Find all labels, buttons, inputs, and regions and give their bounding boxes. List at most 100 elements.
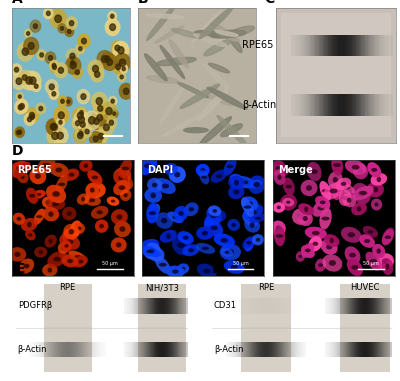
Bar xyxy=(256,298,257,314)
Circle shape xyxy=(52,65,56,69)
Bar xyxy=(230,298,231,314)
Bar xyxy=(189,341,190,357)
Ellipse shape xyxy=(320,200,326,204)
Bar xyxy=(249,341,250,357)
Bar xyxy=(239,341,240,357)
Bar xyxy=(158,298,159,314)
Circle shape xyxy=(49,84,54,90)
Circle shape xyxy=(14,128,23,138)
Circle shape xyxy=(18,130,22,134)
Ellipse shape xyxy=(338,182,355,194)
Ellipse shape xyxy=(228,185,244,199)
Bar xyxy=(135,298,136,314)
Ellipse shape xyxy=(301,245,315,258)
Bar xyxy=(313,94,314,116)
Bar xyxy=(245,298,246,314)
Ellipse shape xyxy=(370,173,387,186)
Bar xyxy=(388,341,389,357)
Bar xyxy=(373,35,374,56)
Ellipse shape xyxy=(254,217,261,220)
Bar xyxy=(278,341,279,357)
Bar xyxy=(310,94,311,116)
Ellipse shape xyxy=(312,231,320,235)
Bar xyxy=(373,341,374,357)
Bar xyxy=(362,35,364,56)
Ellipse shape xyxy=(331,155,343,176)
Bar xyxy=(366,341,367,357)
Bar xyxy=(277,341,278,357)
Circle shape xyxy=(98,106,103,111)
Bar xyxy=(392,35,393,56)
Bar xyxy=(378,341,379,357)
Bar xyxy=(329,298,330,314)
Ellipse shape xyxy=(203,269,210,273)
Ellipse shape xyxy=(67,259,73,263)
Bar xyxy=(152,341,153,357)
Circle shape xyxy=(48,56,52,60)
Circle shape xyxy=(16,93,23,101)
Ellipse shape xyxy=(286,201,290,204)
Circle shape xyxy=(26,77,32,84)
Ellipse shape xyxy=(192,11,221,43)
Bar xyxy=(234,298,235,314)
Bar xyxy=(232,298,233,314)
Bar xyxy=(292,35,294,56)
Bar xyxy=(34,341,35,357)
Bar xyxy=(360,94,361,116)
Ellipse shape xyxy=(184,128,208,133)
Bar xyxy=(190,298,191,314)
Ellipse shape xyxy=(36,215,42,218)
Bar xyxy=(380,94,382,116)
Ellipse shape xyxy=(204,39,231,56)
Bar xyxy=(234,341,235,357)
Circle shape xyxy=(16,78,22,85)
Bar xyxy=(301,341,302,357)
Bar xyxy=(235,298,236,314)
Bar xyxy=(180,341,181,357)
Bar xyxy=(376,94,378,116)
Bar xyxy=(332,94,333,116)
Circle shape xyxy=(81,94,86,99)
Ellipse shape xyxy=(107,197,119,206)
Ellipse shape xyxy=(197,264,217,279)
Bar xyxy=(56,341,57,357)
Ellipse shape xyxy=(292,208,310,225)
Bar xyxy=(231,298,232,314)
Bar xyxy=(144,298,145,314)
Ellipse shape xyxy=(247,216,254,221)
Bar xyxy=(294,341,295,357)
Bar xyxy=(336,35,337,56)
Ellipse shape xyxy=(35,173,41,179)
Bar xyxy=(333,298,334,314)
Bar xyxy=(271,341,272,357)
Bar xyxy=(255,298,256,314)
Bar xyxy=(299,341,300,357)
Ellipse shape xyxy=(234,189,239,194)
Bar xyxy=(168,341,169,357)
Bar xyxy=(263,341,264,357)
Ellipse shape xyxy=(148,248,164,262)
Bar xyxy=(370,94,371,116)
Bar xyxy=(152,298,153,314)
Bar xyxy=(182,298,183,314)
Bar xyxy=(393,341,394,357)
Bar xyxy=(304,341,305,357)
Ellipse shape xyxy=(84,163,88,168)
Circle shape xyxy=(52,132,58,139)
Bar xyxy=(128,341,129,357)
Bar xyxy=(328,298,329,314)
Ellipse shape xyxy=(113,180,131,195)
Bar xyxy=(159,298,160,314)
Ellipse shape xyxy=(189,207,194,211)
Circle shape xyxy=(91,67,104,82)
Bar xyxy=(371,94,373,116)
Bar xyxy=(326,341,327,357)
Bar xyxy=(276,341,277,357)
Circle shape xyxy=(72,117,83,129)
Bar xyxy=(381,341,382,357)
Bar xyxy=(245,341,246,357)
Bar xyxy=(84,341,85,357)
Circle shape xyxy=(115,45,120,51)
Ellipse shape xyxy=(276,234,283,238)
Circle shape xyxy=(58,67,64,73)
